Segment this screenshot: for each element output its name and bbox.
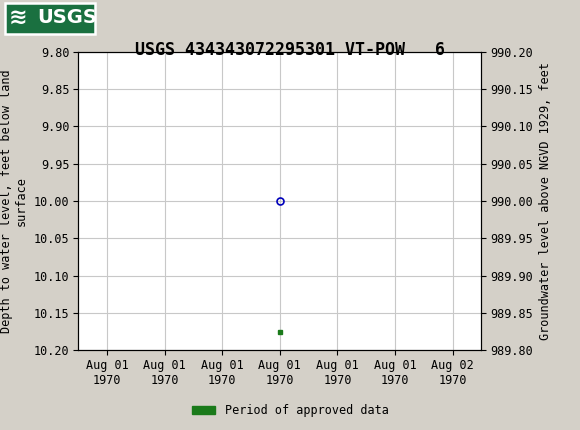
Y-axis label: Groundwater level above NGVD 1929, feet: Groundwater level above NGVD 1929, feet: [539, 62, 552, 340]
FancyBboxPatch shape: [5, 3, 95, 34]
Text: USGS 434343072295301 VT-POW   6: USGS 434343072295301 VT-POW 6: [135, 41, 445, 59]
Text: USGS: USGS: [38, 8, 97, 27]
Y-axis label: Depth to water level, feet below land
surface: Depth to water level, feet below land su…: [0, 69, 28, 333]
Legend: Period of approved data: Period of approved data: [187, 399, 393, 422]
Text: ≋: ≋: [9, 8, 27, 28]
